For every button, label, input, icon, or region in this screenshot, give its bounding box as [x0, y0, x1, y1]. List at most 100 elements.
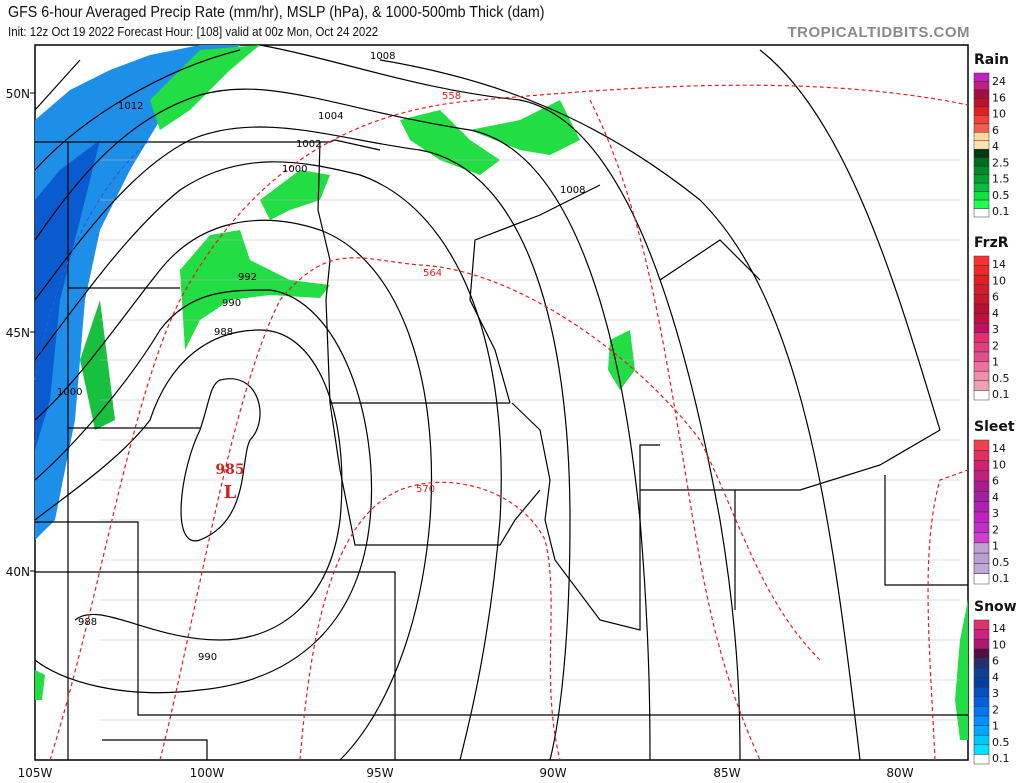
legend-swatch [973, 208, 990, 218]
lat-label: 45N [6, 326, 30, 340]
legend-swatch [973, 725, 990, 736]
legend-label: 6 [992, 291, 999, 304]
legend-title: FrzR [974, 235, 1009, 251]
legend-swatch [973, 72, 990, 82]
map-title: GFS 6-hour Averaged Precip Rate (mm/hr),… [8, 4, 545, 21]
legend-swatch [973, 157, 990, 167]
legend-label: 6 [992, 475, 999, 488]
rain-area [150, 45, 260, 130]
legend-label: 14 [992, 442, 1006, 455]
legend-swatch [973, 658, 990, 669]
legend-label: 0.1 [992, 205, 1010, 218]
legend-swatch [973, 89, 990, 99]
legend-swatch [973, 255, 990, 266]
legend-label: 0.5 [992, 372, 1010, 385]
legend-swatch [973, 342, 990, 353]
legend-label: 4 [992, 491, 999, 504]
legend-label: 3 [992, 323, 999, 336]
legend-label: 2 [992, 703, 999, 716]
legend-swatch [973, 132, 990, 142]
legend-swatch [973, 274, 990, 286]
legend-swatch [973, 667, 990, 678]
lat-label: 40N [6, 565, 30, 579]
legend-label: 10 [992, 638, 1006, 651]
legend-label: 10 [992, 108, 1006, 121]
rain-area [400, 110, 500, 175]
legend-swatch [973, 563, 990, 574]
legend-label: 0.1 [992, 572, 1010, 585]
lon-label: 95W [366, 766, 393, 780]
legend-swatch [973, 460, 990, 472]
legend-swatch [973, 677, 990, 688]
low-symbol: L [224, 482, 237, 503]
state-borders [35, 139, 968, 760]
legend-swatch [973, 351, 990, 362]
low-pressure-center: 985 L [215, 462, 244, 503]
isobar-label: 1008 [370, 51, 395, 62]
lon-label: 85W [713, 766, 740, 780]
legend-swatch [973, 115, 990, 125]
legend-title: Snow [974, 599, 1017, 615]
isobars [34, 44, 941, 761]
isobar-label: 1004 [318, 111, 343, 122]
legend-label: 4 [992, 140, 999, 153]
legend-swatch [973, 470, 990, 482]
precip-legend: Rain 24 16 10 6 4 2.5 1.5 0.5 0.1 FrzR 14 10 6 4 3 2 1 0.5… [973, 52, 1017, 765]
legend-label: 2 [992, 523, 999, 536]
isobar-label: 992 [238, 272, 257, 283]
legend-label: 1.5 [992, 173, 1010, 186]
legend-swatch [973, 182, 990, 192]
rain-area [80, 300, 115, 430]
legend-swatch [973, 81, 990, 91]
legend-label: 24 [992, 75, 1006, 88]
legend-swatch [973, 322, 990, 334]
legend-swatch [973, 390, 990, 401]
legend-label: 1 [992, 540, 999, 553]
legend-swatch [973, 706, 990, 717]
legend-swatch [973, 148, 990, 158]
legend-swatch [973, 284, 990, 295]
isobar-label: 988 [78, 617, 97, 628]
lon-label: 100W [190, 766, 225, 780]
legend-title: Rain [974, 52, 1009, 68]
legend-swatch [973, 511, 990, 523]
legend-label: 0.5 [992, 556, 1010, 569]
legend-swatch [973, 361, 990, 372]
isobar-label: 1000 [282, 164, 307, 175]
isobar-label: 1008 [560, 185, 585, 196]
legend-swatch [973, 294, 990, 305]
legend-swatch [973, 450, 990, 461]
legend-label: 14 [992, 622, 1006, 635]
legend-label: 3 [992, 687, 999, 700]
legend-swatch [973, 491, 990, 502]
legend-label: 2.5 [992, 156, 1010, 169]
lon-label: 90W [539, 766, 566, 780]
legend-label: 10 [992, 458, 1006, 471]
legend-swatch [973, 648, 990, 659]
legend-label: 10 [992, 274, 1006, 287]
lon-label: 105W [18, 766, 53, 780]
rain-area [470, 100, 580, 155]
brand-watermark[interactable]: TROPICALTIDBITS.COM [787, 24, 970, 41]
legend-swatch [973, 754, 990, 765]
isobar-label: 990 [222, 298, 241, 309]
legend-label: 16 [992, 91, 1006, 104]
legend-swatch [973, 106, 990, 116]
legend-swatch [973, 370, 990, 382]
thickness-label: 570 [416, 484, 435, 495]
legend-swatch [973, 140, 990, 150]
legend-swatch [973, 734, 990, 746]
lat-label: 50N [6, 87, 30, 101]
legend-label: 0.5 [992, 736, 1010, 749]
legend-label: 2 [992, 339, 999, 352]
legend-label: 14 [992, 258, 1006, 271]
legend-swatch [973, 380, 990, 391]
legend-title: Sleet [974, 419, 1015, 435]
legend-swatch [973, 303, 990, 314]
legend-swatch [973, 552, 990, 564]
legend-label: 1 [992, 356, 999, 369]
map-subtitle: Init: 12z Oct 19 2022 Forecast Hour: [10… [8, 25, 379, 39]
legend-swatch [973, 480, 990, 492]
county-lines [100, 159, 960, 721]
legend-swatch [973, 313, 990, 324]
